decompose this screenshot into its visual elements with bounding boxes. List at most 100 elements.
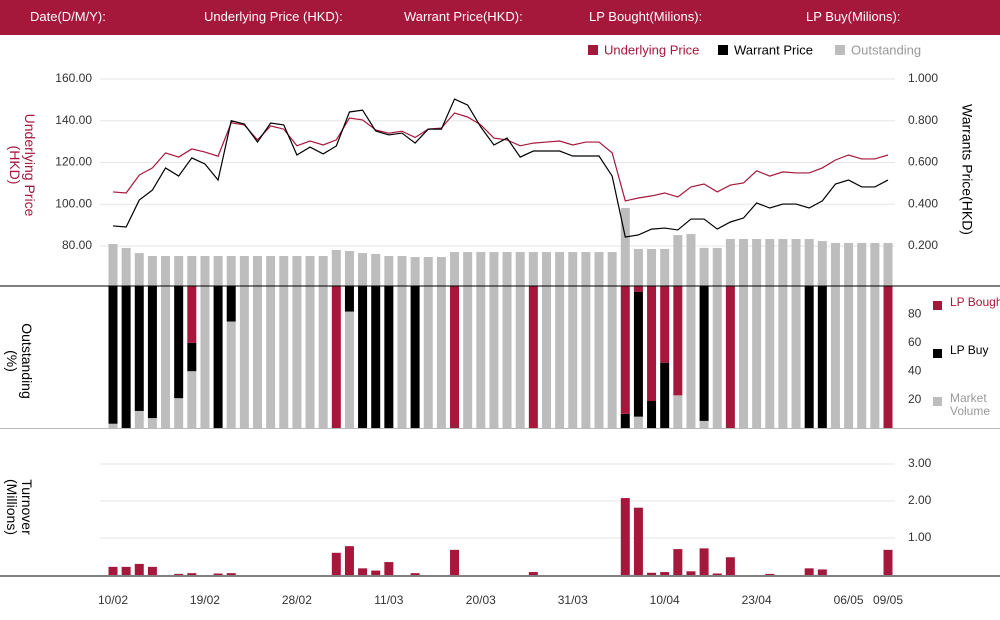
bar [633,507,643,575]
bar [147,566,157,575]
bar [804,568,814,575]
stacked-bar-segment [778,286,788,428]
stacked-bar-segment [673,286,683,396]
stacked-bar-segment [633,291,643,417]
stacked-bar-segment [830,286,840,428]
outstanding-bar [476,252,486,286]
legend-label: Market Volume [950,391,991,418]
outstanding-bar [436,257,446,286]
bar [384,562,394,575]
stacked-bar-segment [410,286,420,428]
outstanding-bar [187,255,197,286]
outstanding-bar [450,252,460,286]
tick-label: 0.400 [908,196,938,210]
stacked-bar-segment [187,371,197,428]
x-tick-label: 31/03 [558,593,588,607]
outstanding-bar [318,255,328,286]
stacked-bar-segment [226,286,236,322]
outstanding-bar [226,255,236,286]
line [112,112,889,202]
stacked-bar-segment [226,321,236,428]
tick-label: 3.00 [908,456,932,470]
x-tick-label: 06/05 [834,593,864,607]
stacked-bar-segment [568,286,578,428]
outstanding-bar [633,248,643,286]
stacked-bar-segment [647,401,657,428]
legend-label: Outstanding [851,42,921,57]
x-tick-label: 19/02 [190,593,220,607]
x-tick-label: 11/03 [374,593,403,607]
stacked-bar-segment [331,286,341,428]
bar [647,572,657,575]
outstanding-bar [568,252,578,286]
stacked-bar-segment [344,311,354,428]
stacked-bar-segment [686,286,696,428]
stacked-bar-segment [844,286,854,428]
stacked-bar-segment [699,420,709,428]
stacked-bar-segment [712,286,722,428]
bar [371,570,381,575]
outstanding-bar [883,242,893,286]
outstanding-bar [410,257,420,286]
tick-label: 140.00 [55,113,92,127]
stacked-bar-segment [161,286,171,428]
outstanding-bar [647,248,657,286]
tick-label: 2.00 [908,493,932,507]
outstanding-bar [712,247,722,286]
legend-swatch [835,45,845,55]
stacked-bar-segment [476,286,486,428]
legend-swatch [933,349,942,358]
y2-axis-label: Warrants Price(HKD) [959,104,976,235]
legend-label: Underlying Price [604,42,699,57]
outstanding-bar [239,255,249,286]
tick-label: 60 [908,335,922,349]
outstanding-bar [739,239,749,286]
bar [174,573,184,575]
stacked-bar-segment [147,418,157,428]
bar [358,568,368,575]
outstanding-bar [673,235,683,286]
tick-label: 120.00 [55,155,92,169]
stacked-bar-segment [581,286,591,428]
bar [213,573,223,575]
stacked-bar-segment [305,286,315,428]
stacked-bar-segment [660,362,670,428]
header-bar: Date(D/M/Y): Underlying Price (HKD): War… [0,0,1000,35]
stacked-bar-segment [279,286,289,428]
bar [528,572,538,575]
stacked-bar-segment [252,286,262,428]
outstanding-bar [581,252,591,286]
bar [226,573,236,575]
header-field: LP Bought(Milions): [589,9,703,24]
outstanding-bar [870,242,880,286]
tick-label: 0.600 [908,155,938,169]
stacked-bar-segment [594,286,604,428]
outstanding-bar [660,248,670,286]
tick-label: 20 [908,392,922,406]
stacked-bar-segment [134,410,144,428]
stacked-bar-segment [174,286,184,399]
bar [108,566,118,575]
outstanding-bar [594,252,604,286]
bar [450,549,460,575]
tick-label: 0.200 [908,238,938,252]
stacked-bar-segment [397,286,407,428]
stacked-bar-segment [647,286,657,402]
stacked-bar-segment [134,286,144,411]
outstanding-bar [423,257,433,286]
stacked-bar-segment [436,286,446,428]
outstanding-bar [817,241,827,286]
stacked-bar-segment [384,286,394,428]
stacked-bar-segment [423,286,433,428]
outstanding-bar [344,251,354,286]
bar [331,552,341,575]
outstanding-bar [489,252,499,286]
outstanding-bar [555,252,565,286]
tick-label: 40 [908,363,922,377]
bar [121,566,131,575]
stacked-bar-segment [174,398,184,428]
stacked-bar-segment [739,286,749,428]
tick-label: 80.00 [62,238,92,252]
stacked-bar-segment [371,286,381,428]
stacked-bar-segment [857,286,867,428]
